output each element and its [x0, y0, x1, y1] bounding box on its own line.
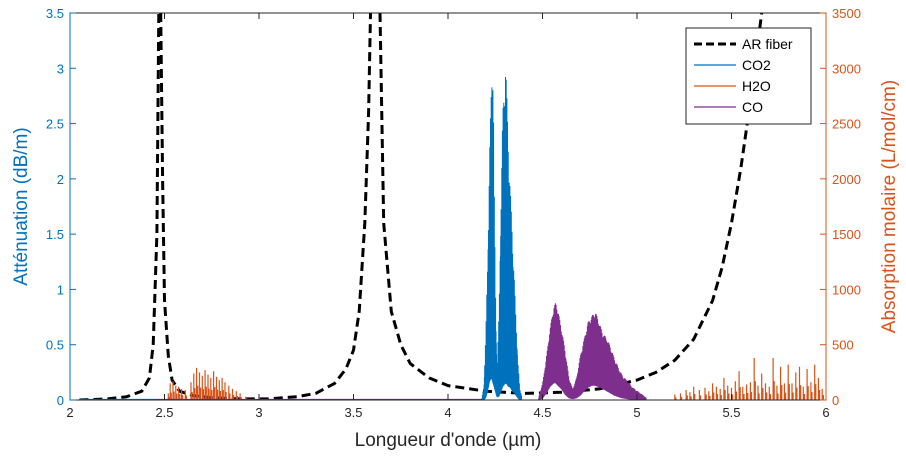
- co-baseline: [538, 357, 647, 400]
- y-left-tick-label: 0.5: [46, 338, 64, 353]
- co2-baseline: [482, 344, 522, 400]
- y-left-tick-label: 1.5: [46, 227, 64, 242]
- x-axis-label: Longueur d'onde (µm): [355, 430, 542, 451]
- x-tick-label: 5.5: [722, 405, 740, 420]
- series-h2o: [167, 358, 824, 400]
- co2-spectrum: [481, 77, 522, 400]
- series-co: [538, 303, 647, 400]
- x-axis-ticks: 2 2.5 3 3.5 4 4.5 5 5.5 6: [66, 13, 830, 420]
- y-left-axis-ticks: 0 0.5 1 1.5 2 2.5 3 3.5: [46, 6, 76, 408]
- y-right-tick-label: 500: [832, 338, 854, 353]
- ar-fiber-line: [79, 13, 161, 400]
- y-left-tick-label: 1: [57, 282, 64, 297]
- ar-fiber-line: [159, 13, 372, 400]
- y-left-tick-label: 0: [57, 393, 64, 408]
- h2o-spectrum: [167, 358, 824, 400]
- legend-label-h2o: H2O: [742, 78, 771, 94]
- y-right-tick-label: 1500: [832, 227, 861, 242]
- series-co2: [481, 77, 522, 400]
- y-right-axis-label: Absorption molaire (L/mol/cm): [879, 80, 900, 333]
- series-ar-fiber: [79, 13, 764, 400]
- y-right-tick-label: 2000: [832, 172, 861, 187]
- x-tick-label: 5: [633, 405, 640, 420]
- y-left-tick-label: 3: [57, 61, 64, 76]
- y-right-tick-label: 0: [832, 393, 839, 408]
- legend-label-co: CO: [742, 99, 763, 115]
- co-spectrum: [538, 303, 647, 400]
- x-tick-label: 6: [822, 405, 829, 420]
- x-tick-label: 3: [255, 405, 262, 420]
- legend-label-ar-fiber: AR fiber: [742, 36, 793, 52]
- y-left-axis-label: Atténuation (dB/m): [11, 127, 32, 285]
- legend-label-co2: CO2: [742, 57, 771, 73]
- y-right-axis-ticks: 0 500 1000 1500 2000 2500 3000 3500: [820, 6, 861, 408]
- y-left-tick-label: 2.5: [46, 117, 64, 132]
- x-tick-label: 2.5: [155, 405, 173, 420]
- ar-fiber-line: [378, 13, 764, 395]
- y-left-tick-label: 2: [57, 172, 64, 187]
- y-left-tick-label: 3.5: [46, 6, 64, 21]
- y-right-tick-label: 3500: [832, 6, 861, 21]
- x-tick-label: 4: [444, 405, 451, 420]
- x-tick-label: 3.5: [344, 405, 362, 420]
- x-tick-label: 2: [66, 405, 73, 420]
- y-right-tick-label: 3000: [832, 61, 861, 76]
- x-tick-label: 4.5: [533, 405, 551, 420]
- y-right-tick-label: 2500: [832, 117, 861, 132]
- legend: AR fiber CO2 H2O CO: [685, 27, 812, 125]
- y-right-tick-label: 1000: [832, 282, 861, 297]
